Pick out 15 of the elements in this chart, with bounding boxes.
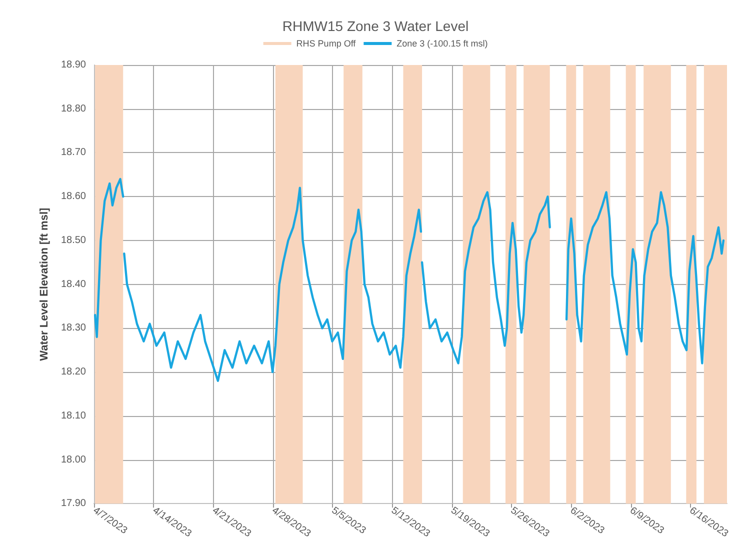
y-tick-label: 18.00 (60, 454, 86, 466)
y-tick-label: 18.40 (60, 278, 86, 290)
y-axis-title: Water Level Elevation [ft msl] (38, 207, 51, 361)
y-tick-label: 18.60 (60, 191, 86, 202)
y-tick-label: 18.10 (60, 410, 86, 422)
y-tick-label: 18.30 (60, 322, 86, 334)
y-tick-label: 18.50 (60, 234, 86, 246)
legend-label: Zone 3 (-100.15 ft msl) (396, 38, 488, 48)
y-tick-label: 18.80 (60, 103, 86, 114)
y-tick-label: 18.90 (60, 60, 86, 70)
y-tick-label: 18.20 (60, 366, 86, 378)
legend-label: RHS Pump Off (296, 38, 356, 48)
chart-title: RHMW15 Zone 3 Water Level (282, 18, 469, 34)
y-tick-label: 18.70 (60, 147, 86, 158)
y-tick-label: 17.90 (60, 498, 86, 510)
